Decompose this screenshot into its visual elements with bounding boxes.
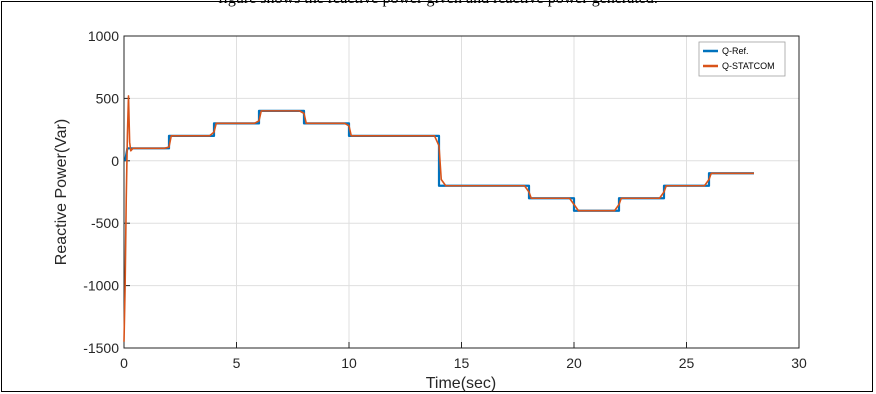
x-axis-title: Time(sec) [426, 375, 497, 392]
series-layer [123, 95, 754, 342]
legend: Q-Ref. Q-STATCOM [698, 41, 786, 77]
grid-layer [123, 35, 800, 349]
y-tick-label: 500 [96, 90, 120, 106]
legend-box [698, 41, 786, 77]
x-tick-label: 15 [454, 355, 470, 371]
x-tick-label: 20 [566, 355, 582, 371]
series-line-q-statcom [123, 95, 754, 342]
x-tick-label: 0 [120, 355, 128, 371]
legend-label-q-ref: Q-Ref. [722, 46, 749, 56]
x-tick-label: 5 [233, 355, 241, 371]
ticks-layer: 0 5 10 15 20 25 30 1000 500 0 -500 -1000 -1500 [83, 28, 807, 371]
y-tick-label: -500 [91, 215, 119, 231]
y-tick-label: -1500 [83, 340, 119, 356]
x-tick-label: 10 [341, 355, 357, 371]
x-tick-label: 30 [791, 355, 807, 371]
y-tick-label: 1000 [88, 28, 119, 44]
figure-caption: figure shows the reactive power given an… [0, 0, 876, 8]
y-tick-label: 0 [111, 153, 119, 169]
y-axis-title: Reactive Power(Var) [53, 119, 70, 265]
y-tick-label: -1000 [83, 278, 119, 294]
x-tick-label: 25 [679, 355, 695, 371]
legend-label-q-statcom: Q-STATCOM [722, 61, 775, 71]
